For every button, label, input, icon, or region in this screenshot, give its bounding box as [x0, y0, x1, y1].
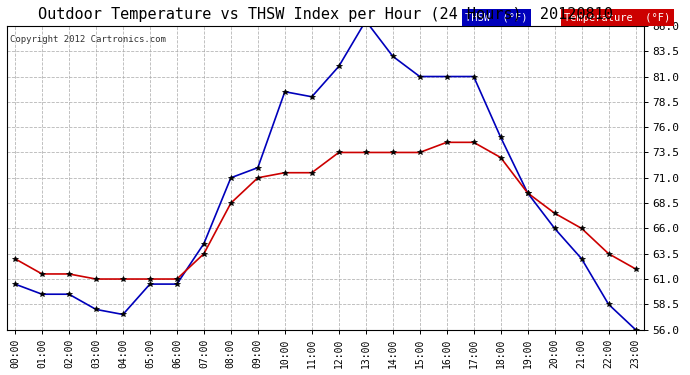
Title: Outdoor Temperature vs THSW Index per Hour (24 Hours)  20120810: Outdoor Temperature vs THSW Index per Ho… — [38, 7, 613, 22]
Text: Temperature  (°F): Temperature (°F) — [564, 13, 670, 23]
Text: Copyright 2012 Cartronics.com: Copyright 2012 Cartronics.com — [10, 35, 166, 44]
Text: THSW  (°F): THSW (°F) — [465, 13, 528, 23]
